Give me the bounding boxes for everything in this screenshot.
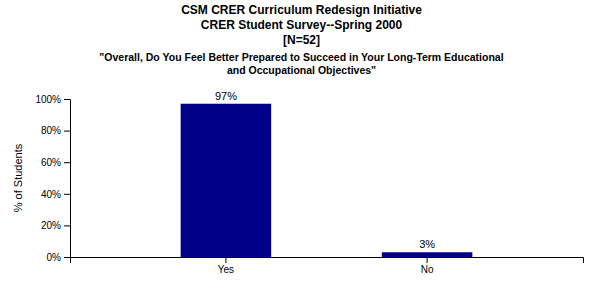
title: CSM CRER Curriculum Redesign Initiative [181, 3, 422, 17]
y-tick: 100% [35, 94, 70, 105]
y-axis: 0% 20% 40% 60% 80% 100% [35, 94, 70, 263]
y-tick-mark [64, 257, 70, 258]
plot: 0% 20% 40% 60% 80% 100% Yes No % of Students 97% 3… [12, 90, 584, 275]
title: [N=52] [283, 33, 320, 47]
y-tick-mark [64, 162, 70, 163]
subtitle: "Overall, Do You Feel Better Prepared to… [99, 51, 503, 63]
x-tick-label: No [421, 264, 434, 275]
data-labels: 97% 3% [215, 90, 435, 251]
axis-domain [71, 258, 584, 264]
y-tick-label: 80% [41, 125, 61, 136]
x-tick-label: Yes [218, 264, 234, 275]
x-tick-mark [225, 257, 226, 263]
y-tick: 20% [41, 220, 70, 231]
y-tick-mark [64, 131, 70, 132]
y-tick-label: 100% [35, 94, 61, 105]
chart: CSM CRER Curriculum Redesign InitiativeC… [0, 0, 603, 281]
axis-domain [64, 100, 71, 258]
title-group: CSM CRER Curriculum Redesign InitiativeC… [99, 3, 503, 76]
y-tick-label: 0% [47, 252, 62, 263]
y-tick-label: 40% [41, 189, 61, 200]
y-tick: 80% [41, 125, 70, 136]
subtitle: and Occupational Objectives" [227, 64, 376, 76]
x-tick: Yes [218, 257, 234, 275]
data-label: 97% [215, 90, 237, 102]
bar [382, 252, 473, 257]
y-tick-label: 60% [41, 157, 61, 168]
y-tick-mark [64, 225, 70, 226]
y-tick: 40% [41, 189, 70, 200]
y-tick: 0% [47, 252, 70, 263]
y-tick-label: 20% [41, 220, 61, 231]
x-tick: No [421, 257, 434, 275]
x-tick-mark [427, 257, 428, 263]
bar [181, 104, 272, 257]
title: CRER Student Survey--Spring 2000 [201, 18, 403, 32]
y-tick: 60% [41, 157, 70, 168]
x-axis: Yes No [71, 257, 584, 275]
bars [181, 104, 473, 257]
y-tick-mark [64, 194, 70, 195]
y-axis-label: % of Students [12, 143, 24, 212]
data-label: 3% [419, 238, 435, 250]
y-tick-mark [64, 99, 70, 100]
